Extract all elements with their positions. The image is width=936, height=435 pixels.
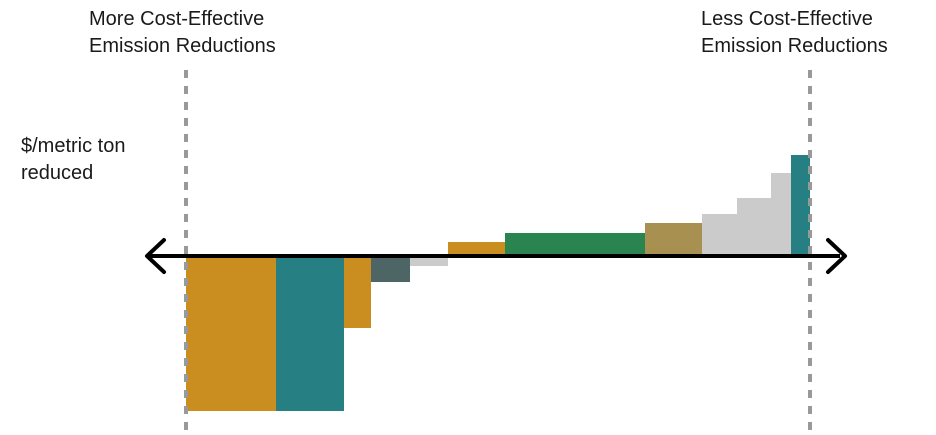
- bar-11: [771, 173, 791, 256]
- y-unit-label: $/metric ton reduced: [21, 133, 125, 187]
- bar-12: [791, 155, 810, 256]
- more-cost-effective-label: More Cost-Effective Emission Reductions: [89, 6, 276, 60]
- bar-1: [186, 256, 276, 411]
- bar-7: [505, 233, 645, 256]
- less-line-2: Emission Reductions: [701, 35, 888, 57]
- right-arrow-icon: [826, 238, 847, 274]
- less-line-1: Less Cost-Effective: [701, 8, 873, 30]
- bar-4: [371, 256, 410, 282]
- bar-8: [645, 223, 702, 256]
- bars-group: [186, 155, 810, 411]
- bar-3: [344, 256, 371, 328]
- unit-line-1: $/metric ton: [21, 135, 126, 157]
- bar-2: [276, 256, 344, 411]
- bar-10: [737, 198, 771, 256]
- left-arrow-icon: [145, 238, 166, 274]
- bar-5: [410, 256, 448, 266]
- x-axis: [145, 238, 847, 274]
- more-line-2: Emission Reductions: [89, 35, 276, 57]
- more-line-1: More Cost-Effective: [89, 8, 265, 30]
- bar-6: [448, 242, 505, 256]
- unit-line-2: reduced: [21, 162, 94, 184]
- less-cost-effective-label: Less Cost-Effective Emission Reductions: [701, 6, 888, 60]
- bar-9: [702, 214, 737, 256]
